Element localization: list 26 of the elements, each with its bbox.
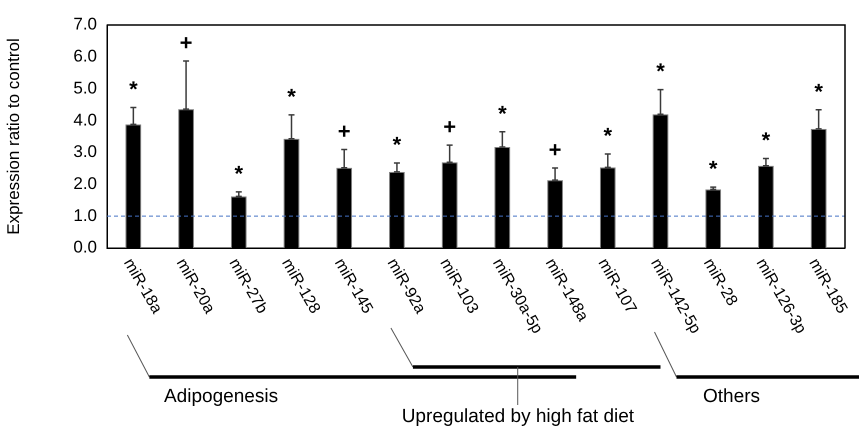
annotation: + xyxy=(548,137,562,162)
annotation: * xyxy=(604,123,613,148)
annotation: * xyxy=(814,78,824,104)
text: Others xyxy=(703,386,760,407)
annotation: * xyxy=(287,84,296,109)
text: Upregulated by high fat diet xyxy=(402,406,634,427)
y-tick-label: 6.0 xyxy=(73,46,97,66)
y-tick-label: 0.0 xyxy=(73,238,97,257)
y-tick-label: 3.0 xyxy=(73,142,97,162)
annotation: * xyxy=(708,156,718,182)
annotation: * xyxy=(762,128,771,153)
annotation: + xyxy=(443,114,456,140)
text: Adipogenesis xyxy=(164,386,278,407)
y-tick-label: 5.0 xyxy=(73,78,97,98)
annotation: * xyxy=(392,132,402,158)
y-tick-label: 7.0 xyxy=(73,14,97,34)
annotation: + xyxy=(180,30,192,56)
annotation: * xyxy=(234,160,244,186)
annotation: * xyxy=(498,100,508,126)
annotation: * xyxy=(656,58,666,84)
annotation: * xyxy=(129,76,138,102)
y-axis-title: Expression ratio to control xyxy=(4,38,23,235)
y-tick-label: 1.0 xyxy=(73,206,97,225)
y-tick-label: 2.0 xyxy=(73,174,97,193)
annotation: + xyxy=(338,118,351,144)
y-tick-label: 4.0 xyxy=(73,110,97,130)
